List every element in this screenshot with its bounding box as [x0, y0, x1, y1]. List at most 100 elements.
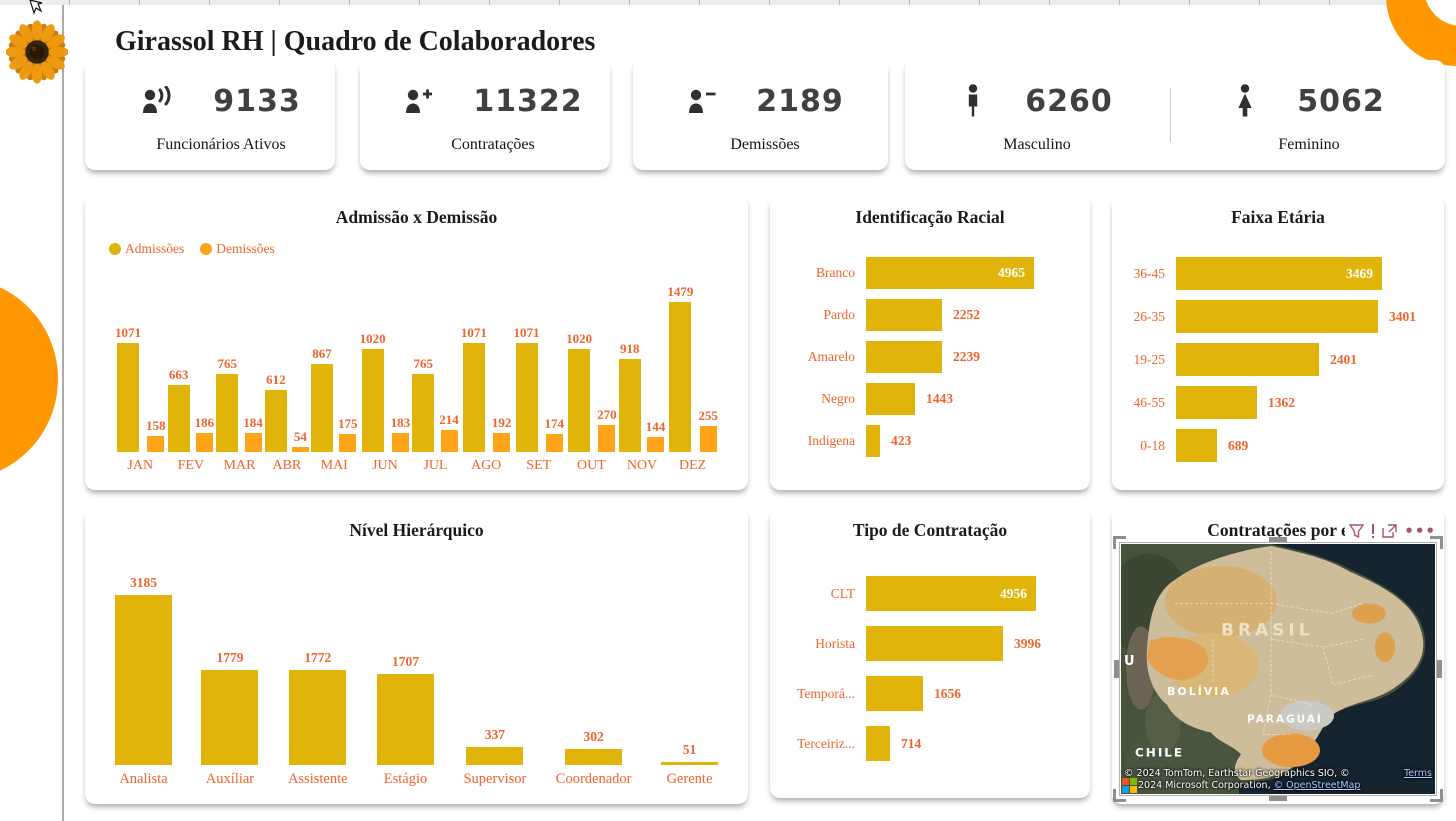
column: 337 — [466, 727, 524, 765]
kpi-card-demissoes[interactable] — [633, 60, 888, 170]
column-bars: 337 — [466, 727, 524, 765]
bar[interactable]: 4965 — [866, 257, 1034, 289]
bar[interactable] — [391, 433, 409, 452]
admissao-demissao-visual[interactable]: Admissão x Demissão Admissões Demissões … — [85, 195, 748, 490]
bar[interactable] — [866, 299, 942, 331]
bar[interactable] — [117, 343, 139, 452]
bar-row: 46-55 1362 — [1128, 386, 1432, 419]
bar[interactable] — [361, 349, 384, 452]
bar[interactable] — [339, 434, 357, 452]
focus-mode-icon[interactable] — [1382, 524, 1397, 538]
bar[interactable] — [866, 726, 890, 761]
bar[interactable] — [493, 433, 511, 452]
bar[interactable] — [201, 670, 259, 765]
person-minus-icon — [686, 86, 716, 116]
column: 270 — [597, 407, 617, 452]
bar[interactable] — [866, 626, 1003, 661]
bar[interactable] — [565, 749, 623, 765]
openstreetmap-link[interactable]: © OpenStreetMap — [1273, 780, 1361, 791]
column-group: 1020 270 OUT — [566, 331, 617, 474]
bar[interactable] — [598, 425, 616, 452]
column-group: 337 Supervisor — [463, 727, 526, 788]
bar-row: Branco 4965 — [786, 257, 1078, 289]
bar[interactable] — [1176, 429, 1217, 462]
data-label: 3469 — [1346, 265, 1373, 281]
bar[interactable] — [244, 433, 262, 452]
column: 51 — [660, 742, 718, 765]
bar[interactable] — [289, 670, 347, 765]
column: 765 — [216, 356, 239, 452]
category-label: AGO — [470, 458, 502, 473]
bar[interactable] — [440, 430, 458, 452]
bar[interactable] — [866, 425, 880, 457]
bar[interactable] — [115, 595, 172, 765]
map-canvas[interactable]: U BRASIL BOLÍVIA PARAGUAI CHILE © 2024 T… — [1113, 536, 1443, 802]
bar[interactable] — [216, 374, 239, 452]
bar[interactable] — [647, 437, 664, 452]
contratacoes-mapa-visual[interactable]: Contratações por e ••• — [1112, 508, 1444, 804]
bar[interactable] — [147, 436, 165, 452]
kpi-card-genero[interactable] — [905, 60, 1445, 170]
faixa-etaria-plot: 36-45 3469 26-35 3401 19-25 2401 46-55 1362 0-18… — [1128, 257, 1432, 472]
bar[interactable] — [699, 426, 717, 452]
legend-item-admissoes[interactable]: Admissões — [109, 241, 184, 257]
kpi-label: Contratações — [451, 136, 535, 153]
category-label: Terceiriz... — [797, 735, 855, 751]
bar[interactable] — [1176, 386, 1257, 419]
data-label: 3185 — [130, 575, 157, 590]
bar[interactable] — [1176, 343, 1319, 376]
kpi-card-contratacoes[interactable] — [360, 60, 610, 170]
data-label: 1779 — [216, 650, 244, 665]
filters-pane-icon[interactable] — [1371, 524, 1375, 538]
bar[interactable] — [618, 359, 641, 452]
identificacao-racial-visual[interactable]: Identificação Racial Branco 4965 Pardo 2252… — [770, 195, 1090, 490]
legend-item-demissoes[interactable]: Demissões — [200, 241, 275, 257]
category-label: 0-18 — [1140, 437, 1165, 453]
data-label: 765 — [217, 356, 238, 371]
kpi-label: Funcionários Ativos — [156, 136, 286, 153]
bar[interactable] — [866, 676, 923, 711]
kpi-contratacoes: 11322 Contratações — [357, 75, 629, 154]
terms-link[interactable]: Terms — [1404, 768, 1432, 779]
kpi-value: 2189 — [756, 83, 844, 119]
bar[interactable] — [866, 383, 915, 415]
data-label: 689 — [1228, 437, 1249, 453]
person-plus-icon — [403, 86, 433, 116]
bar[interactable] — [866, 341, 942, 373]
kpi-card-funcionarios[interactable] — [85, 60, 335, 170]
category-label: 26-35 — [1133, 308, 1166, 324]
bar[interactable] — [264, 390, 287, 452]
bar[interactable]: 4956 — [866, 576, 1036, 611]
bar[interactable] — [466, 747, 524, 765]
bar[interactable] — [311, 364, 333, 452]
bar[interactable]: 3469 — [1176, 257, 1382, 290]
data-label: 302 — [583, 729, 604, 744]
column: 186 — [195, 415, 214, 452]
bar[interactable] — [669, 302, 692, 452]
column-bars: 1707 — [377, 654, 435, 765]
faixa-etaria-visual[interactable]: Faixa Etária 36-45 3469 26-35 3401 19-25 2401… — [1112, 195, 1444, 490]
column: 144 — [646, 419, 665, 452]
filter-icon[interactable] — [1349, 523, 1365, 539]
category-label: OUT — [576, 458, 606, 473]
bar[interactable] — [568, 349, 591, 452]
resize-handle-right[interactable] — [1437, 660, 1442, 678]
resize-handle-left[interactable] — [1114, 660, 1119, 678]
bar[interactable] — [515, 343, 538, 452]
bar[interactable] — [660, 762, 718, 765]
bar[interactable] — [412, 374, 435, 452]
column-group: 663 186 FEV — [167, 367, 214, 474]
bar[interactable] — [291, 447, 309, 452]
more-options-icon[interactable]: ••• — [1404, 522, 1436, 540]
bar[interactable] — [545, 434, 563, 452]
bar[interactable] — [195, 433, 213, 452]
column-group: 1479 255 DEZ — [667, 284, 718, 474]
nivel-hierarquico-visual[interactable]: Nível Hierárquico 3185 Analista 1779 Auxíli… — [85, 508, 748, 804]
data-label: 663 — [168, 367, 189, 382]
bar[interactable] — [167, 385, 190, 452]
bar[interactable] — [377, 674, 435, 765]
bar[interactable] — [462, 343, 485, 452]
tipo-contratacao-visual[interactable]: Tipo de Contratação CLT 4956 Horista 3996 Te… — [770, 508, 1090, 798]
resize-handle-bottom[interactable] — [1269, 796, 1287, 801]
bar[interactable] — [1176, 300, 1378, 333]
